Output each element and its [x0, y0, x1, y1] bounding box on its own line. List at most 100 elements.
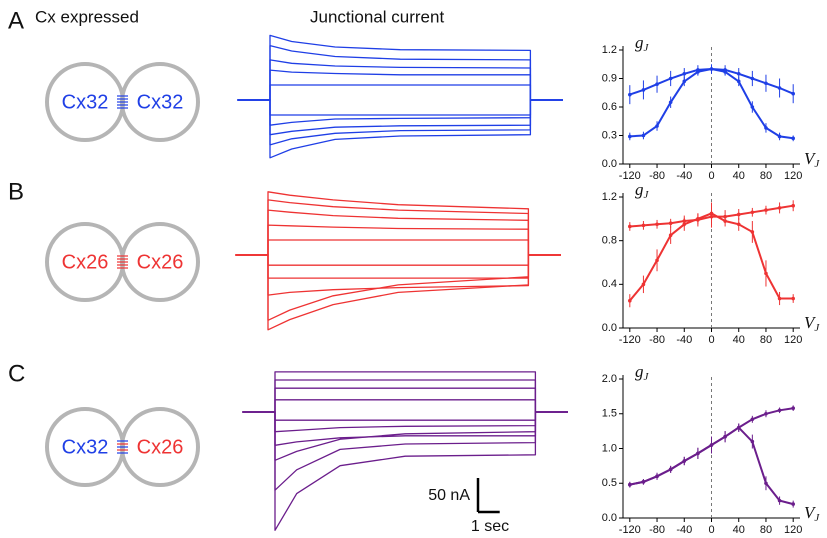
y-axis-label-main: g — [635, 180, 644, 199]
x-axis-label: VJ — [804, 313, 820, 334]
y-tick-label: 0.0 — [602, 512, 617, 524]
data-point — [682, 222, 687, 227]
data-point — [764, 271, 768, 276]
current-trace — [242, 411, 568, 446]
data-point — [709, 67, 714, 71]
data-point — [655, 82, 659, 86]
data-point — [668, 233, 673, 238]
panel-letter: A — [8, 7, 24, 34]
data-point — [668, 221, 673, 225]
y-tick-label: 0.0 — [602, 158, 617, 170]
scale-label: 1 sec — [471, 518, 509, 535]
current-trace — [235, 254, 561, 266]
x-axis-label: VJ — [804, 503, 820, 524]
x-tick-label: 120 — [784, 334, 802, 346]
data-point — [736, 71, 741, 76]
data-point — [777, 408, 782, 413]
current-trace — [242, 371, 568, 413]
current-trace — [235, 254, 561, 331]
y-axis-label-sub: J — [644, 42, 650, 54]
x-tick-label: -120 — [619, 334, 641, 346]
data-point — [696, 451, 700, 456]
x-tick-label: 40 — [733, 524, 745, 536]
cell-label: Cx32 — [62, 436, 109, 458]
x-tick-label: 120 — [784, 170, 802, 182]
data-point — [668, 467, 673, 472]
data-point — [791, 203, 795, 208]
y-axis-label-sub: J — [644, 371, 650, 383]
y-tick-label: 0.4 — [602, 278, 617, 290]
current-trace — [242, 411, 568, 421]
y-tick-label: 0.9 — [602, 72, 617, 84]
data-point — [628, 92, 632, 97]
x-tick-label: 80 — [760, 170, 772, 182]
cell-label: Cx32 — [62, 91, 109, 113]
current-trace — [237, 59, 563, 101]
y-tick-label: 1.2 — [602, 44, 617, 56]
current-trace — [242, 379, 568, 413]
data-point — [628, 224, 632, 229]
panel-letter: B — [8, 178, 24, 205]
x-axis-label-sub: J — [814, 322, 820, 334]
cell-label: Cx26 — [137, 436, 184, 458]
y-axis-label-sub: J — [644, 189, 650, 201]
x-axis-label-sub: J — [814, 158, 820, 170]
current-trace — [235, 209, 561, 256]
data-point — [750, 76, 755, 81]
x-tick-label: -120 — [619, 524, 641, 536]
data-point — [696, 217, 700, 221]
y-axis-label: gJ — [635, 362, 650, 383]
data-point — [723, 434, 727, 439]
current-trace — [242, 411, 568, 433]
x-tick-label: 0 — [708, 524, 714, 536]
data-point — [655, 258, 659, 263]
data-point — [628, 298, 632, 303]
x-axis-label-main: V — [804, 503, 817, 522]
data-point — [682, 71, 687, 76]
x-tick-label: -40 — [676, 334, 692, 346]
x-axis-label-sub: J — [814, 512, 820, 524]
data-point — [736, 212, 741, 217]
data-point — [777, 296, 782, 301]
x-tick-label: -120 — [619, 170, 641, 182]
data-point — [791, 406, 795, 410]
data-point — [764, 411, 768, 416]
x-tick-label: -80 — [649, 334, 665, 346]
data-point — [723, 70, 727, 74]
data-point — [641, 282, 646, 287]
data-point — [723, 219, 727, 223]
data-point — [655, 222, 659, 227]
data-point — [764, 481, 768, 486]
data-point — [709, 211, 714, 216]
x-axis-label: VJ — [804, 149, 820, 170]
data-point — [777, 206, 782, 210]
x-tick-label: -40 — [676, 524, 692, 536]
cell-label: Cx32 — [137, 91, 184, 113]
y-axis-label-main: g — [635, 362, 644, 381]
panel-letter: C — [8, 360, 25, 387]
y-tick-label: 0.6 — [602, 101, 617, 113]
data-point — [641, 480, 646, 484]
x-tick-label: 0 — [708, 170, 714, 182]
y-tick-label: 1.0 — [602, 442, 617, 454]
x-tick-label: -80 — [649, 524, 665, 536]
data-point — [736, 79, 741, 84]
cell-label: Cx26 — [62, 251, 109, 273]
data-point — [668, 76, 673, 81]
data-point — [668, 100, 673, 105]
current-trace — [235, 239, 561, 256]
current-trace — [242, 399, 568, 413]
current-trace — [237, 99, 563, 159]
x-tick-label: 40 — [733, 334, 745, 346]
current-trace — [237, 84, 563, 101]
data-point — [777, 498, 782, 503]
data-point — [696, 70, 700, 74]
data-point — [764, 126, 768, 130]
data-point — [791, 91, 795, 96]
x-axis-label-main: V — [804, 149, 817, 168]
data-point — [709, 443, 714, 447]
y-tick-label: 0.8 — [602, 235, 617, 247]
data-point — [682, 79, 687, 84]
current-trace — [235, 254, 561, 296]
